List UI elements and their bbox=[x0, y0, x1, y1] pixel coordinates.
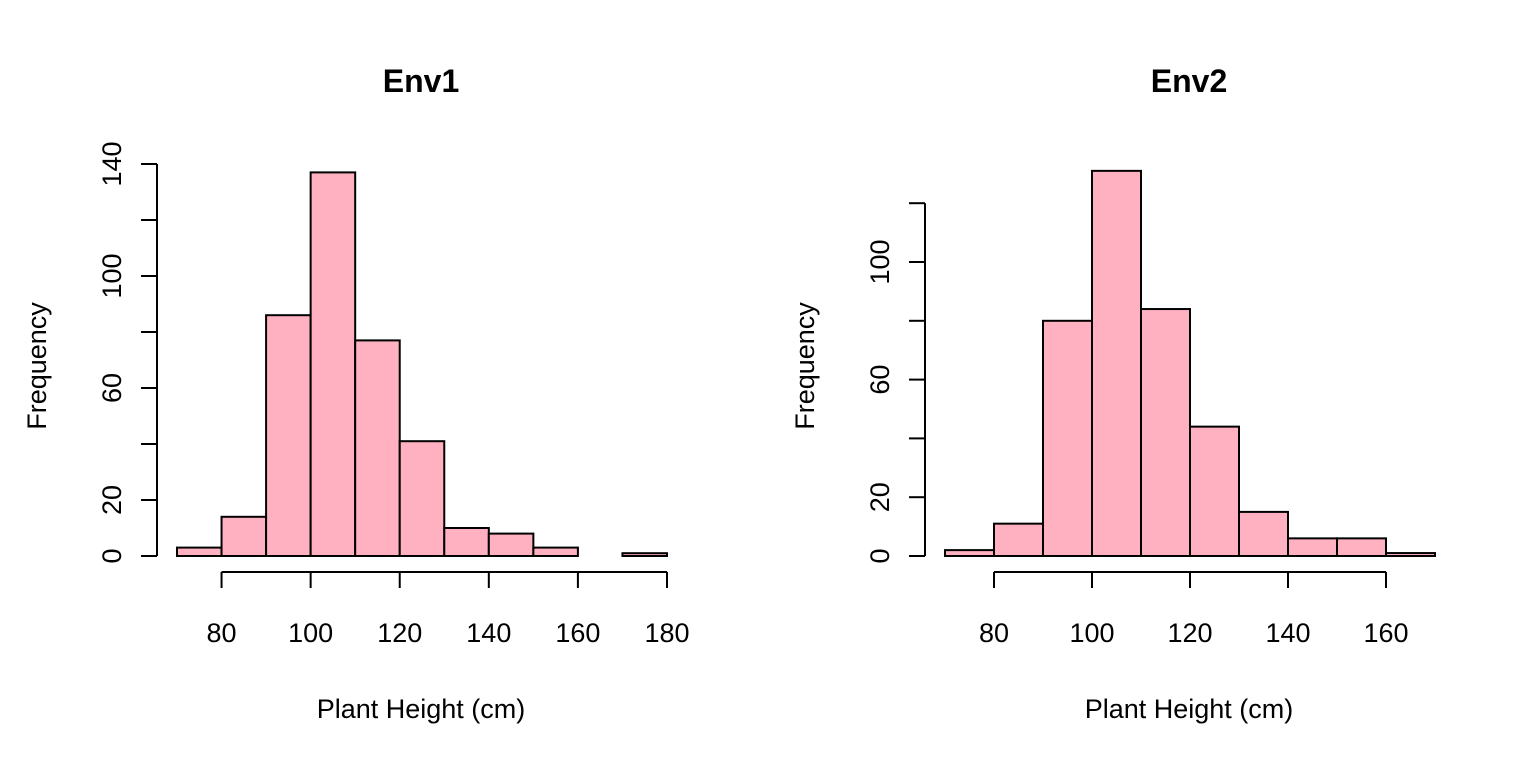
x-tick-label: 80 bbox=[207, 618, 237, 648]
histogram-bar bbox=[309, 171, 357, 557]
y-axis-label: Frequency bbox=[790, 302, 820, 430]
bars bbox=[176, 171, 668, 558]
y-tick-label: 20 bbox=[865, 482, 895, 512]
y-axis: 0 20 60 100 bbox=[865, 202, 926, 564]
histogram-bar bbox=[532, 546, 579, 557]
histogram-bar bbox=[1238, 510, 1289, 557]
x-axis-label: Plant Height (cm) bbox=[1085, 694, 1294, 724]
y-axis-label: Frequency bbox=[22, 302, 52, 430]
x-axis-label: Plant Height (cm) bbox=[317, 694, 526, 724]
x-tick-label: 160 bbox=[555, 618, 600, 648]
histogram-bar bbox=[398, 440, 446, 558]
histogram-bar bbox=[1091, 169, 1142, 558]
histogram-bar bbox=[265, 314, 312, 558]
histogram-bar bbox=[1042, 319, 1093, 557]
histogram-bar bbox=[354, 339, 401, 557]
histogram-bar bbox=[1189, 425, 1240, 558]
x-tick-label: 140 bbox=[1265, 618, 1310, 648]
y-tick-label: 140 bbox=[97, 141, 127, 186]
histogram-bar bbox=[1287, 537, 1338, 557]
histogram-panel-env2: Env2 Plant Height (cm) Frequency 80 100 12… bbox=[790, 63, 1436, 724]
histogram-bar bbox=[176, 546, 223, 557]
x-tick-label: 100 bbox=[1069, 618, 1114, 648]
histogram-bar bbox=[1385, 552, 1436, 557]
x-tick-label: 160 bbox=[1363, 618, 1408, 648]
histogram-bar bbox=[220, 515, 268, 557]
chart-title: Env1 bbox=[383, 63, 459, 99]
x-axis: 80 100 120 140 160 180 bbox=[207, 571, 690, 648]
y-tick-label: 0 bbox=[97, 548, 127, 563]
y-tick-label: 100 bbox=[97, 253, 127, 298]
x-tick-label: 140 bbox=[466, 618, 511, 648]
y-tick-label: 60 bbox=[865, 365, 895, 395]
x-tick-label: 120 bbox=[1167, 618, 1212, 648]
histogram-bar bbox=[944, 549, 995, 557]
histogram-bar bbox=[621, 552, 668, 558]
histogram-bar bbox=[1140, 308, 1191, 558]
chart-title: Env2 bbox=[1151, 63, 1227, 99]
histogram-bar bbox=[1336, 537, 1387, 557]
x-tick-label: 120 bbox=[377, 618, 422, 648]
histogram-bar bbox=[443, 527, 490, 557]
bars bbox=[944, 169, 1436, 558]
y-tick-label: 0 bbox=[865, 548, 895, 563]
histogram-panel-env1: Env1 Plant Height (cm) Frequency 80 100 12… bbox=[22, 63, 690, 724]
y-tick-label: 60 bbox=[97, 373, 127, 403]
x-tick-label: 180 bbox=[644, 618, 689, 648]
x-tick-label: 80 bbox=[979, 618, 1009, 648]
x-tick-label: 100 bbox=[288, 618, 333, 648]
histogram-bar bbox=[487, 532, 535, 557]
histogram-bar bbox=[993, 522, 1044, 557]
y-tick-label: 100 bbox=[865, 239, 895, 284]
x-axis: 80 100 120 140 160 bbox=[979, 571, 1409, 648]
y-axis: 0 20 60 100 140 bbox=[97, 141, 158, 564]
y-tick-label: 20 bbox=[97, 485, 127, 515]
